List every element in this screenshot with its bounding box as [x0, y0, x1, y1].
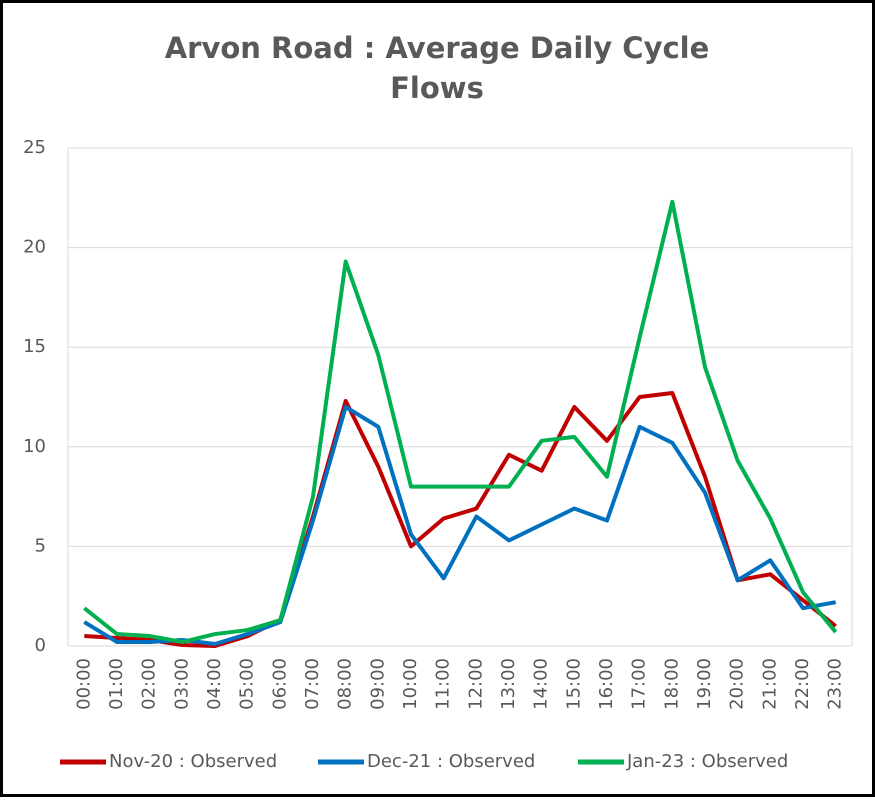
- series-line: [83, 199, 838, 645]
- x-tick-label: 08:00: [335, 658, 356, 710]
- x-tick-label: 17:00: [629, 658, 650, 710]
- x-tick-label: 20:00: [727, 658, 748, 710]
- legend-label: Dec-21 : Observed: [367, 751, 535, 772]
- legend-label: Nov-20 : Observed: [109, 751, 277, 772]
- x-tick-label: 22:00: [792, 658, 813, 710]
- series-line: [84, 391, 837, 648]
- x-tick-label: 00:00: [73, 658, 94, 710]
- x-tick-label: 19:00: [694, 658, 715, 710]
- y-tick-label: 0: [35, 635, 46, 656]
- x-tick-label: 09:00: [367, 658, 388, 710]
- x-tick-label: 07:00: [302, 658, 323, 710]
- y-tick-label: 25: [23, 137, 46, 158]
- y-tick-label: 5: [35, 535, 46, 556]
- x-tick-label: 16:00: [596, 658, 617, 710]
- x-tick-label: 15:00: [563, 658, 584, 710]
- y-tick-label: 20: [23, 237, 46, 258]
- x-tick-label: 01:00: [106, 658, 127, 710]
- x-tick-label: 18:00: [661, 658, 682, 710]
- x-tick-label: 23:00: [825, 658, 846, 710]
- series-line: [83, 404, 837, 647]
- x-tick-label: 11:00: [433, 658, 454, 710]
- legend-label: Jan-23 : Observed: [626, 751, 788, 772]
- x-tick-label: 14:00: [531, 658, 552, 710]
- x-tick-label: 06:00: [269, 658, 290, 710]
- x-tick-label: 05:00: [237, 658, 258, 710]
- chart-title: Arvon Road : Average Daily Cycle Flows: [165, 31, 710, 105]
- x-tick-label: 12:00: [465, 658, 486, 710]
- x-tick-label: 04:00: [204, 658, 225, 710]
- x-tick-label: 21:00: [759, 658, 780, 710]
- x-tick-label: 02:00: [139, 658, 160, 710]
- x-tick-label: 03:00: [171, 658, 192, 710]
- y-tick-label: 10: [23, 436, 46, 457]
- x-tick-label: 13:00: [498, 658, 519, 710]
- x-tick-label: 10:00: [400, 658, 421, 710]
- y-tick-label: 15: [23, 336, 46, 357]
